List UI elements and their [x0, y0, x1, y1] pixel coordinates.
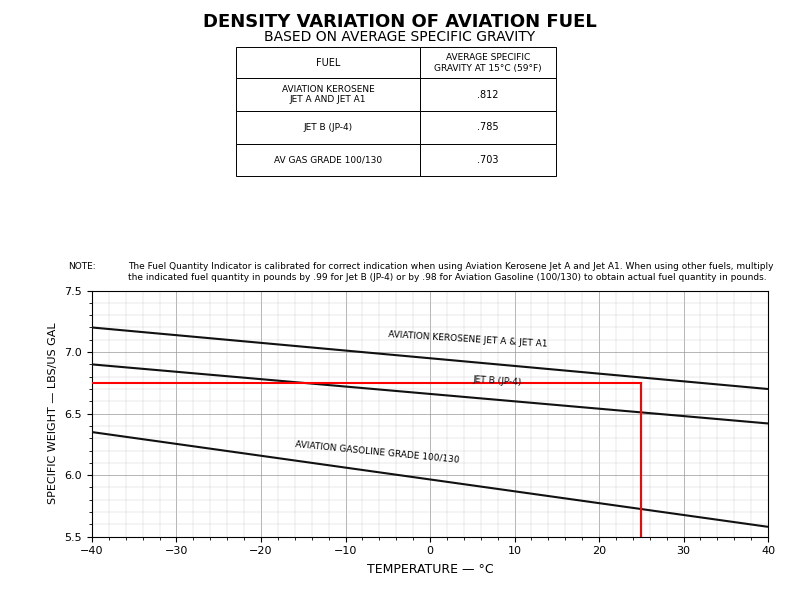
Text: AVIATION GASOLINE GRADE 100/130: AVIATION GASOLINE GRADE 100/130	[294, 439, 460, 464]
Text: AVIATION KEROSENE JET A & JET A1: AVIATION KEROSENE JET A & JET A1	[388, 330, 547, 349]
Text: BASED ON AVERAGE SPECIFIC GRAVITY: BASED ON AVERAGE SPECIFIC GRAVITY	[265, 30, 535, 44]
Text: .785: .785	[477, 122, 499, 132]
Y-axis label: SPECIFIC WEIGHT — LBS/US GAL: SPECIFIC WEIGHT — LBS/US GAL	[47, 323, 58, 505]
Text: AV GAS GRADE 100/130: AV GAS GRADE 100/130	[274, 155, 382, 164]
Text: FUEL: FUEL	[316, 58, 340, 68]
Text: NOTE:: NOTE:	[68, 262, 96, 271]
Text: DENSITY VARIATION OF AVIATION FUEL: DENSITY VARIATION OF AVIATION FUEL	[203, 13, 597, 31]
Text: .703: .703	[478, 155, 498, 165]
Text: JET B (JP-4): JET B (JP-4)	[303, 123, 353, 132]
Text: AVIATION KEROSENE
JET A AND JET A1: AVIATION KEROSENE JET A AND JET A1	[282, 85, 374, 104]
X-axis label: TEMPERATURE — °C: TEMPERATURE — °C	[366, 563, 494, 576]
Text: AVERAGE SPECIFIC
GRAVITY AT 15°C (59°F): AVERAGE SPECIFIC GRAVITY AT 15°C (59°F)	[434, 53, 542, 72]
Text: The Fuel Quantity Indicator is calibrated for correct indication when using Avia: The Fuel Quantity Indicator is calibrate…	[128, 262, 774, 282]
Text: .812: .812	[478, 90, 498, 100]
Text: JET B (JP-4): JET B (JP-4)	[472, 375, 522, 387]
